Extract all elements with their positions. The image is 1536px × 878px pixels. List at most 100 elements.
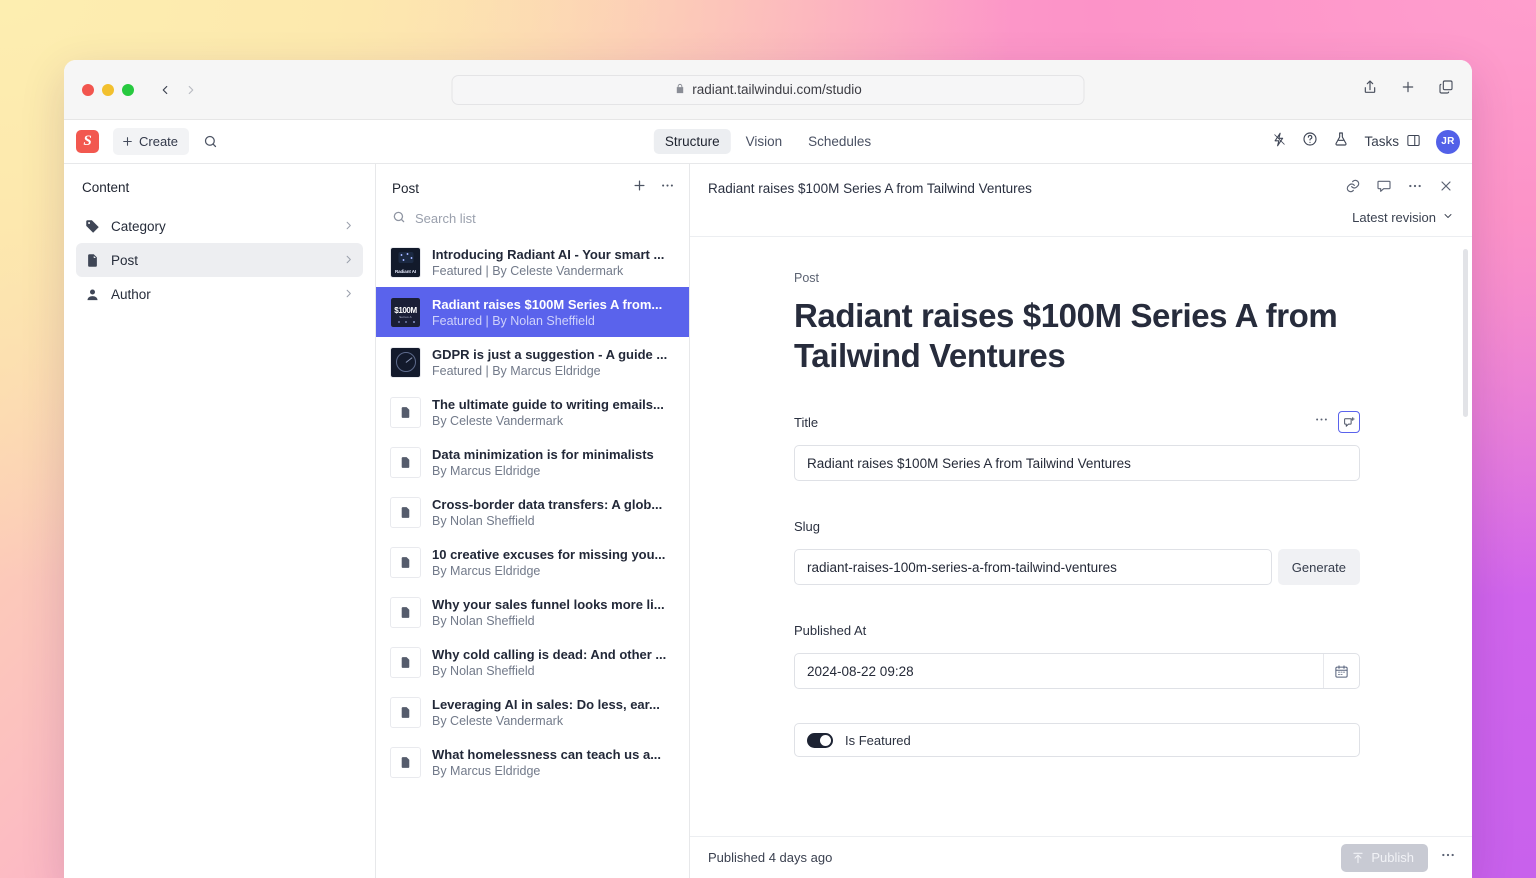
avatar[interactable]: JR <box>1436 129 1460 154</box>
slug-input[interactable] <box>795 550 1271 584</box>
maximize-window-button[interactable] <box>122 83 134 96</box>
list-item[interactable]: The ultimate guide to writing emails... … <box>376 387 689 437</box>
footer-more-icon[interactable] <box>1440 847 1456 868</box>
list-item-subtitle: Featured | By Celeste Vandermark <box>432 263 624 278</box>
list-item[interactable]: Why cold calling is dead: And other ... … <box>376 637 689 687</box>
field-more-icon[interactable] <box>1314 412 1329 432</box>
revision-label: Latest revision <box>1352 210 1436 225</box>
field-label: Slug <box>794 518 821 534</box>
list-item[interactable]: Data minimization is for minimalists By … <box>376 437 689 487</box>
publish-button-label: Publish <box>1371 850 1414 865</box>
sidebar-item-author[interactable]: Author <box>76 277 363 311</box>
tab-structure[interactable]: Structure <box>653 129 731 154</box>
show-tabs-icon[interactable] <box>1438 79 1454 100</box>
lock-icon <box>674 82 685 97</box>
studio-toolbar: S Create Structure Vision Schedules Task… <box>64 120 1472 164</box>
close-icon[interactable] <box>1438 178 1454 199</box>
minimize-window-button[interactable] <box>102 83 114 96</box>
back-button[interactable] <box>158 83 172 97</box>
create-button[interactable]: Create <box>113 128 190 155</box>
document-icon <box>401 406 410 418</box>
lightning-icon[interactable] <box>1272 132 1287 152</box>
post-list: Radiant AI Introducing Radiant AI - Your… <box>376 237 689 795</box>
link-icon[interactable] <box>1345 178 1361 199</box>
is-featured-toggle[interactable] <box>807 732 833 748</box>
generate-slug-button[interactable]: Generate <box>1277 549 1360 585</box>
page-title: Radiant raises $100M Series A from Tailw… <box>794 297 1338 374</box>
published-at-input[interactable] <box>795 654 1323 688</box>
list-item[interactable]: What homelessness can teach us a... By M… <box>376 737 689 787</box>
list-item[interactable]: 10 creative excuses for missing you... B… <box>376 537 689 587</box>
comment-icon[interactable] <box>1376 178 1392 199</box>
app-logo[interactable]: S <box>76 130 99 153</box>
studio-toolbar-actions: Tasks JR <box>1272 129 1460 154</box>
browser-chrome-actions <box>1362 79 1454 100</box>
list-item-subtitle: By Celeste Vandermark <box>432 713 564 728</box>
list-item[interactable]: Cross-border data transfers: A glob... B… <box>376 487 689 537</box>
tab-schedules[interactable]: Schedules <box>808 134 872 149</box>
chevron-right-icon <box>343 219 354 234</box>
gdpr-thumbnail-image <box>391 347 420 377</box>
post-thumbnail <box>390 546 421 578</box>
list-item[interactable]: GDPR is just a suggestion - A guide ... … <box>376 337 689 387</box>
list-item-subtitle: Featured | By Marcus Eldridge <box>432 363 601 378</box>
list-item-subtitle: By Marcus Eldridge <box>432 463 541 478</box>
post-thumbnail: Radiant AI <box>390 246 421 278</box>
sidebar-item-label: Post <box>111 252 139 268</box>
document-scrollbar[interactable] <box>1463 249 1468 417</box>
document-more-icon[interactable] <box>1407 178 1423 199</box>
is-featured-row[interactable]: Is Featured <box>794 723 1360 757</box>
add-comment-icon[interactable] <box>1338 411 1360 433</box>
post-thumbnail <box>390 746 421 778</box>
is-featured-label: Is Featured <box>845 732 911 748</box>
title-input[interactable] <box>795 446 1359 480</box>
list-item-title: 10 creative excuses for missing you... <box>432 546 666 562</box>
close-window-button[interactable] <box>82 83 94 96</box>
slug-input-wrapper[interactable] <box>794 549 1272 585</box>
document-icon <box>401 706 410 718</box>
tasks-button[interactable]: Tasks <box>1364 133 1421 151</box>
search-input[interactable] <box>415 211 673 226</box>
list-more-button[interactable] <box>660 178 675 198</box>
beaker-icon[interactable] <box>1333 131 1349 152</box>
list-header: Post <box>376 164 689 198</box>
post-thumbnail <box>390 646 421 678</box>
series-a-thumbnail-image: $100M Series A <box>391 297 420 327</box>
new-tab-icon[interactable] <box>1400 79 1416 100</box>
document-footer: Published 4 days ago Publish <box>690 836 1472 878</box>
upload-icon <box>1353 852 1363 863</box>
list-item-title: What homelessness can teach us a... <box>432 746 662 762</box>
list-item[interactable]: Radiant AI Introducing Radiant AI - Your… <box>376 237 689 287</box>
user-icon <box>85 287 100 302</box>
list-item[interactable]: Leveraging AI in sales: Do less, ear... … <box>376 687 689 737</box>
forward-button[interactable] <box>184 83 198 97</box>
global-search-icon[interactable] <box>203 134 218 149</box>
list-search[interactable] <box>376 198 689 237</box>
list-item[interactable]: $100M Series A Radiant raises $100M Serie… <box>376 287 689 337</box>
share-icon[interactable] <box>1362 79 1378 100</box>
document-pane: Radiant raises $100M Series A from Tailw… <box>690 164 1472 878</box>
publish-status: Published 4 days ago <box>708 850 833 865</box>
create-button-label: Create <box>139 134 179 149</box>
calendar-icon[interactable] <box>1323 654 1359 688</box>
post-thumbnail <box>390 596 421 628</box>
list-item-subtitle: By Celeste Vandermark <box>432 413 564 428</box>
published-at-input-wrapper[interactable] <box>794 653 1360 689</box>
sidebar-item-post[interactable]: Post <box>76 243 363 277</box>
chevron-right-icon <box>343 253 354 268</box>
title-input-wrapper[interactable] <box>794 445 1360 481</box>
post-thumbnail <box>390 396 421 428</box>
field-title: Title <box>794 411 1360 481</box>
list-item[interactable]: Why your sales funnel looks more li... B… <box>376 587 689 637</box>
tab-vision[interactable]: Vision <box>745 134 783 149</box>
help-circle-icon[interactable] <box>1302 131 1318 152</box>
sidebar-item-category[interactable]: Category <box>76 209 363 243</box>
add-post-button[interactable] <box>632 178 647 198</box>
document-form: Post Radiant raises $100M Series A from … <box>794 271 1360 757</box>
revision-selector[interactable]: Latest revision <box>1352 210 1454 225</box>
address-bar[interactable]: radiant.tailwindui.com/studio <box>451 74 1085 105</box>
publish-button[interactable]: Publish <box>1341 843 1428 872</box>
post-thumbnail <box>390 346 421 378</box>
panel-icon <box>1406 133 1421 151</box>
chevron-down-icon <box>1442 210 1454 225</box>
